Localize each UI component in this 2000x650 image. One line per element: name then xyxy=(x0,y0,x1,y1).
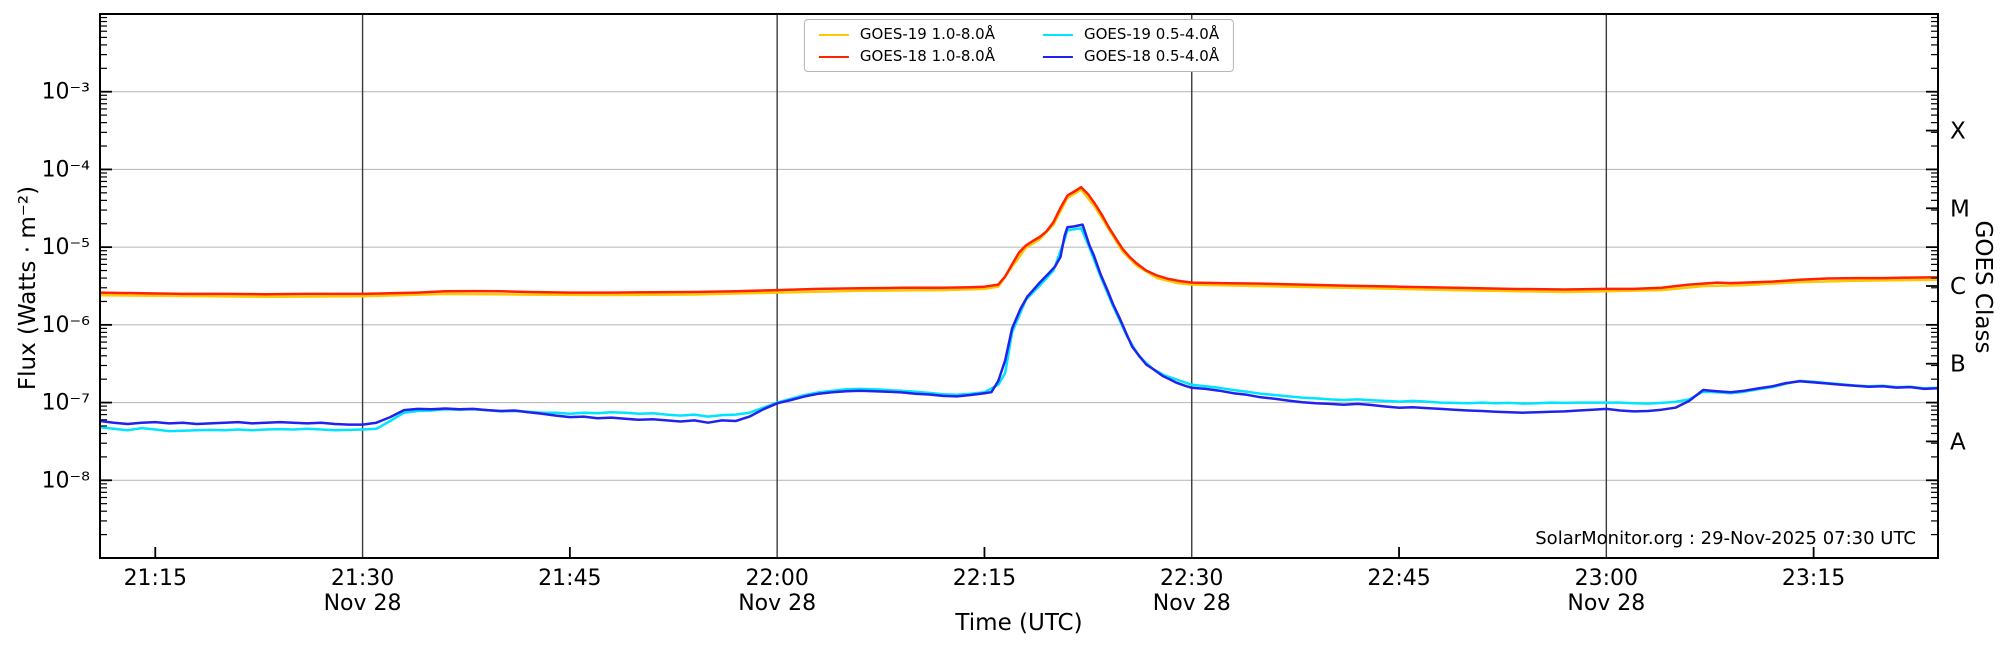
legend-item-goes18-short: GOES-18 0.5-4.0Å xyxy=(1043,49,1219,64)
legend-swatch-goes19-long xyxy=(818,33,849,36)
y-tick-label: 10⁻⁷ xyxy=(42,391,90,416)
x-axis-title-time: Time (UTC) xyxy=(955,610,1083,636)
watermark-solarmonitor: SolarMonitor.org : 29-Nov-2025 07:30 UTC xyxy=(1535,528,1916,549)
x-tick-label: 22:15 xyxy=(953,566,1016,591)
x-tick-label: 23:15 xyxy=(1782,566,1845,591)
x-tick-label: 21:45 xyxy=(538,566,601,591)
x-tick-label: 22:45 xyxy=(1367,566,1430,591)
x-tick-label: 21:30 xyxy=(331,566,394,591)
y-axis-title-goes-class: GOES Class xyxy=(1970,220,1996,354)
x-tick-label: 22:00 xyxy=(745,566,808,591)
axis-frame xyxy=(99,13,1939,559)
legend-swatch-goes18-long xyxy=(818,55,849,58)
legend-item-goes18-long: GOES-18 1.0-8.0Å xyxy=(818,47,995,65)
x-tick-date-label: Nov 28 xyxy=(1153,591,1231,616)
goes-class-label: M xyxy=(1950,196,1970,222)
legend-item-goes19-long: GOES-19 1.0-8.0Å xyxy=(818,25,995,43)
x-tick-date-label: Nov 28 xyxy=(324,591,402,616)
x-tick-date-label: Nov 28 xyxy=(1567,591,1645,616)
legend-swatch-goes18-short xyxy=(1043,55,1073,58)
x-tick-label: 23:00 xyxy=(1575,566,1638,591)
y-tick-label: 10⁻⁸ xyxy=(42,468,91,493)
y-tick-label: 10⁻³ xyxy=(42,80,90,105)
legend-item-goes19-short: GOES-19 0.5-4.0Å xyxy=(1043,27,1219,42)
legend-label-goes19-short: GOES-19 0.5-4.0Å xyxy=(1084,25,1220,43)
x-tick-date-label: Nov 28 xyxy=(738,591,816,616)
legend: GOES-19 1.0-8.0Å GOES-18 1.0-8.0Å GOES-1… xyxy=(803,19,1235,72)
y-tick-label: 10⁻⁶ xyxy=(42,313,91,338)
series-line-3 xyxy=(100,223,1938,426)
legend-label-goes18-long: GOES-18 1.0-8.0Å xyxy=(859,47,995,65)
x-tick-label: 21:15 xyxy=(124,566,187,591)
y-tick-label: 10⁻⁴ xyxy=(42,157,91,182)
goes-class-label: A xyxy=(1950,429,1966,455)
y-axis-title-flux: Flux (Watts · m⁻²) xyxy=(15,185,41,391)
x-tick-label: 22:30 xyxy=(1160,566,1223,591)
y-tick-label: 10⁻⁵ xyxy=(42,235,90,260)
goes-class-label: X xyxy=(1950,119,1966,145)
legend-label-goes18-short: GOES-18 0.5-4.0Å xyxy=(1084,47,1220,65)
series-line-1 xyxy=(100,185,1938,296)
series-line-0 xyxy=(100,188,1938,298)
goes-class-label: B xyxy=(1950,352,1966,378)
legend-label-goes19-long: GOES-19 1.0-8.0Å xyxy=(859,25,995,43)
legend-swatch-goes19-short xyxy=(1043,33,1073,36)
goes-class-label: C xyxy=(1950,274,1966,300)
